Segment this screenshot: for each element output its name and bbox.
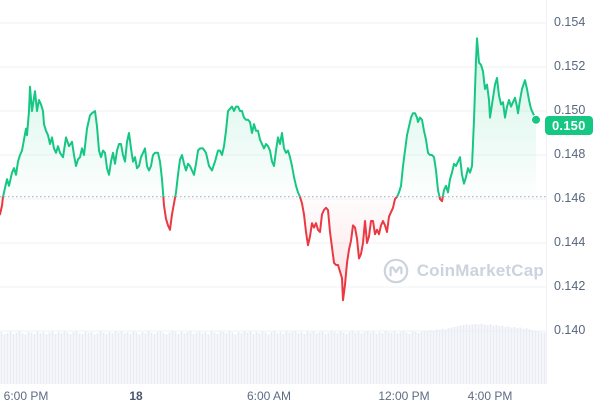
x-axis-label: 12:00 PM <box>378 389 430 403</box>
y-axis-label: 0.146 <box>554 191 586 205</box>
y-axis-label: 0.150 <box>554 103 586 117</box>
x-axis-label: 6:00 PM <box>3 389 49 403</box>
y-axis-label: 0.152 <box>554 59 586 73</box>
coinmarketcap-watermark: CoinMarketCap <box>382 257 544 285</box>
x-axis-label: 4:00 PM <box>467 389 513 403</box>
watermark-text: CoinMarketCap <box>416 261 544 280</box>
y-axis-label: 0.144 <box>554 235 586 249</box>
x-axis-label: 6:00 AM <box>246 389 292 403</box>
price-plot-canvas[interactable] <box>0 0 546 413</box>
x-axis-label: 18 <box>129 389 143 403</box>
x-axis: 6:00 PM 18 6:00 AM 12:00 PM 4:00 PM <box>0 384 600 413</box>
y-axis-label: 0.142 <box>554 279 586 293</box>
current-price-badge: 0.150 <box>545 116 593 135</box>
current-price-dot <box>531 114 541 125</box>
y-axis-label: 0.148 <box>554 147 586 161</box>
y-axis-label: 0.154 <box>554 15 586 29</box>
y-axis: 0.154 0.152 0.150 0.148 0.146 0.144 0.142 0.140 <box>546 0 600 384</box>
current-price-value: 0.150 <box>552 118 586 133</box>
y-axis-label: 0.140 <box>554 323 586 337</box>
coinmarketcap-logo-icon <box>382 257 410 285</box>
